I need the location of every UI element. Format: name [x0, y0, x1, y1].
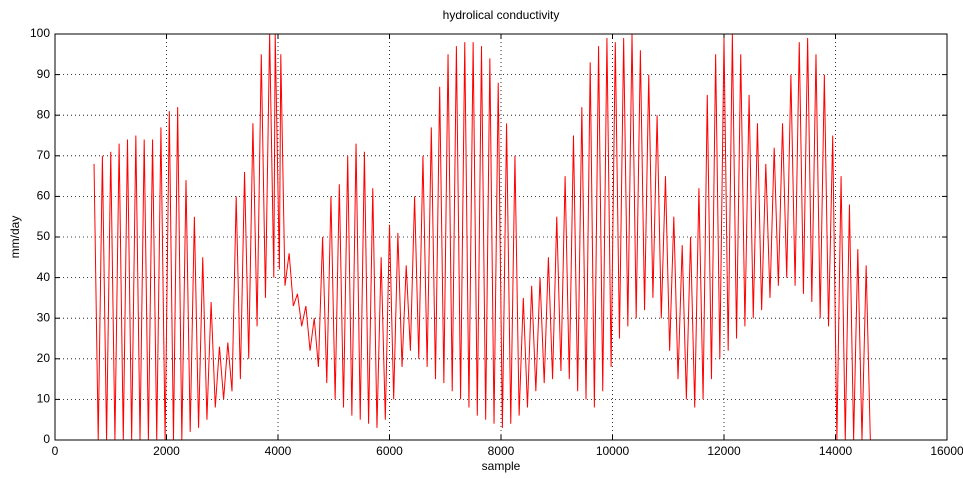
x-tick-label: 16000 [930, 444, 963, 458]
x-tick-label: 0 [52, 444, 59, 458]
x-tick-label: 10000 [596, 444, 630, 458]
plot-frame [54, 33, 948, 441]
x-tick-label: 12000 [707, 444, 741, 458]
x-tick-label: 8000 [488, 444, 515, 458]
y-tick-label: 40 [37, 270, 51, 284]
y-tick-label: 30 [37, 310, 51, 324]
chart-title: hydrolical conductivity [443, 8, 560, 22]
y-tick-label: 100 [30, 26, 50, 40]
y-tick-label: 80 [37, 107, 51, 121]
y-tick-label: 60 [37, 189, 51, 203]
y-tick-label: 70 [37, 148, 51, 162]
y-axis-label: mm/day [8, 216, 22, 259]
data-line [93, 33, 871, 441]
y-tick-label: 10 [37, 392, 51, 406]
y-tick-label: 20 [37, 351, 51, 365]
x-axis-label: sample [482, 459, 521, 473]
x-tick-label: 14000 [819, 444, 853, 458]
y-tick-label: 90 [37, 67, 51, 81]
x-tick-label: 2000 [153, 444, 180, 458]
y-tick-label: 50 [37, 229, 51, 243]
x-tick-label: 6000 [376, 444, 403, 458]
y-tick-label: 0 [43, 432, 50, 446]
x-tick-label: 4000 [265, 444, 292, 458]
